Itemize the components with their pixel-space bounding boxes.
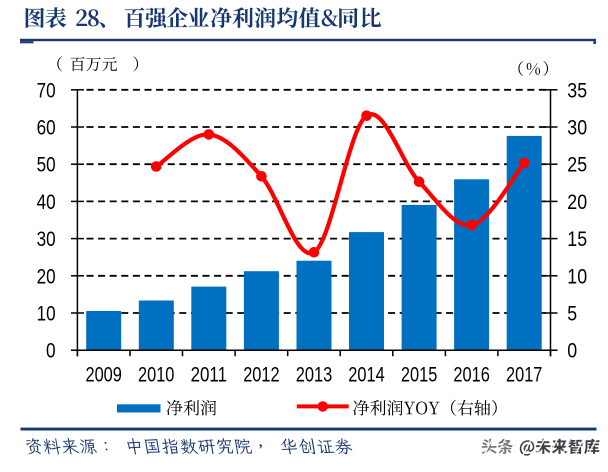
svg-text:25: 25 xyxy=(567,154,587,177)
svg-text:2016: 2016 xyxy=(453,363,489,386)
svg-text:35: 35 xyxy=(567,79,587,102)
svg-text:0: 0 xyxy=(46,340,56,363)
svg-text:2017: 2017 xyxy=(506,363,542,386)
svg-text:0: 0 xyxy=(567,340,577,363)
svg-text:5: 5 xyxy=(567,303,577,326)
svg-text:2012: 2012 xyxy=(243,363,279,386)
svg-text:40: 40 xyxy=(37,191,56,214)
svg-text:10: 10 xyxy=(567,265,587,288)
svg-text:15: 15 xyxy=(567,228,587,251)
svg-text:2015: 2015 xyxy=(401,363,437,386)
svg-text:70: 70 xyxy=(37,79,56,102)
svg-text:2013: 2013 xyxy=(296,363,332,386)
svg-text:2011: 2011 xyxy=(191,363,227,386)
svg-text:20: 20 xyxy=(567,191,587,214)
svg-text:2014: 2014 xyxy=(348,363,385,386)
svg-text:30: 30 xyxy=(567,117,587,140)
svg-text:50: 50 xyxy=(37,154,56,177)
svg-text:30: 30 xyxy=(37,228,56,251)
svg-text:60: 60 xyxy=(37,117,56,140)
svg-text:20: 20 xyxy=(37,265,56,288)
svg-text:10: 10 xyxy=(37,303,56,326)
svg-text:2009: 2009 xyxy=(85,363,121,386)
svg-text:2010: 2010 xyxy=(138,363,174,386)
